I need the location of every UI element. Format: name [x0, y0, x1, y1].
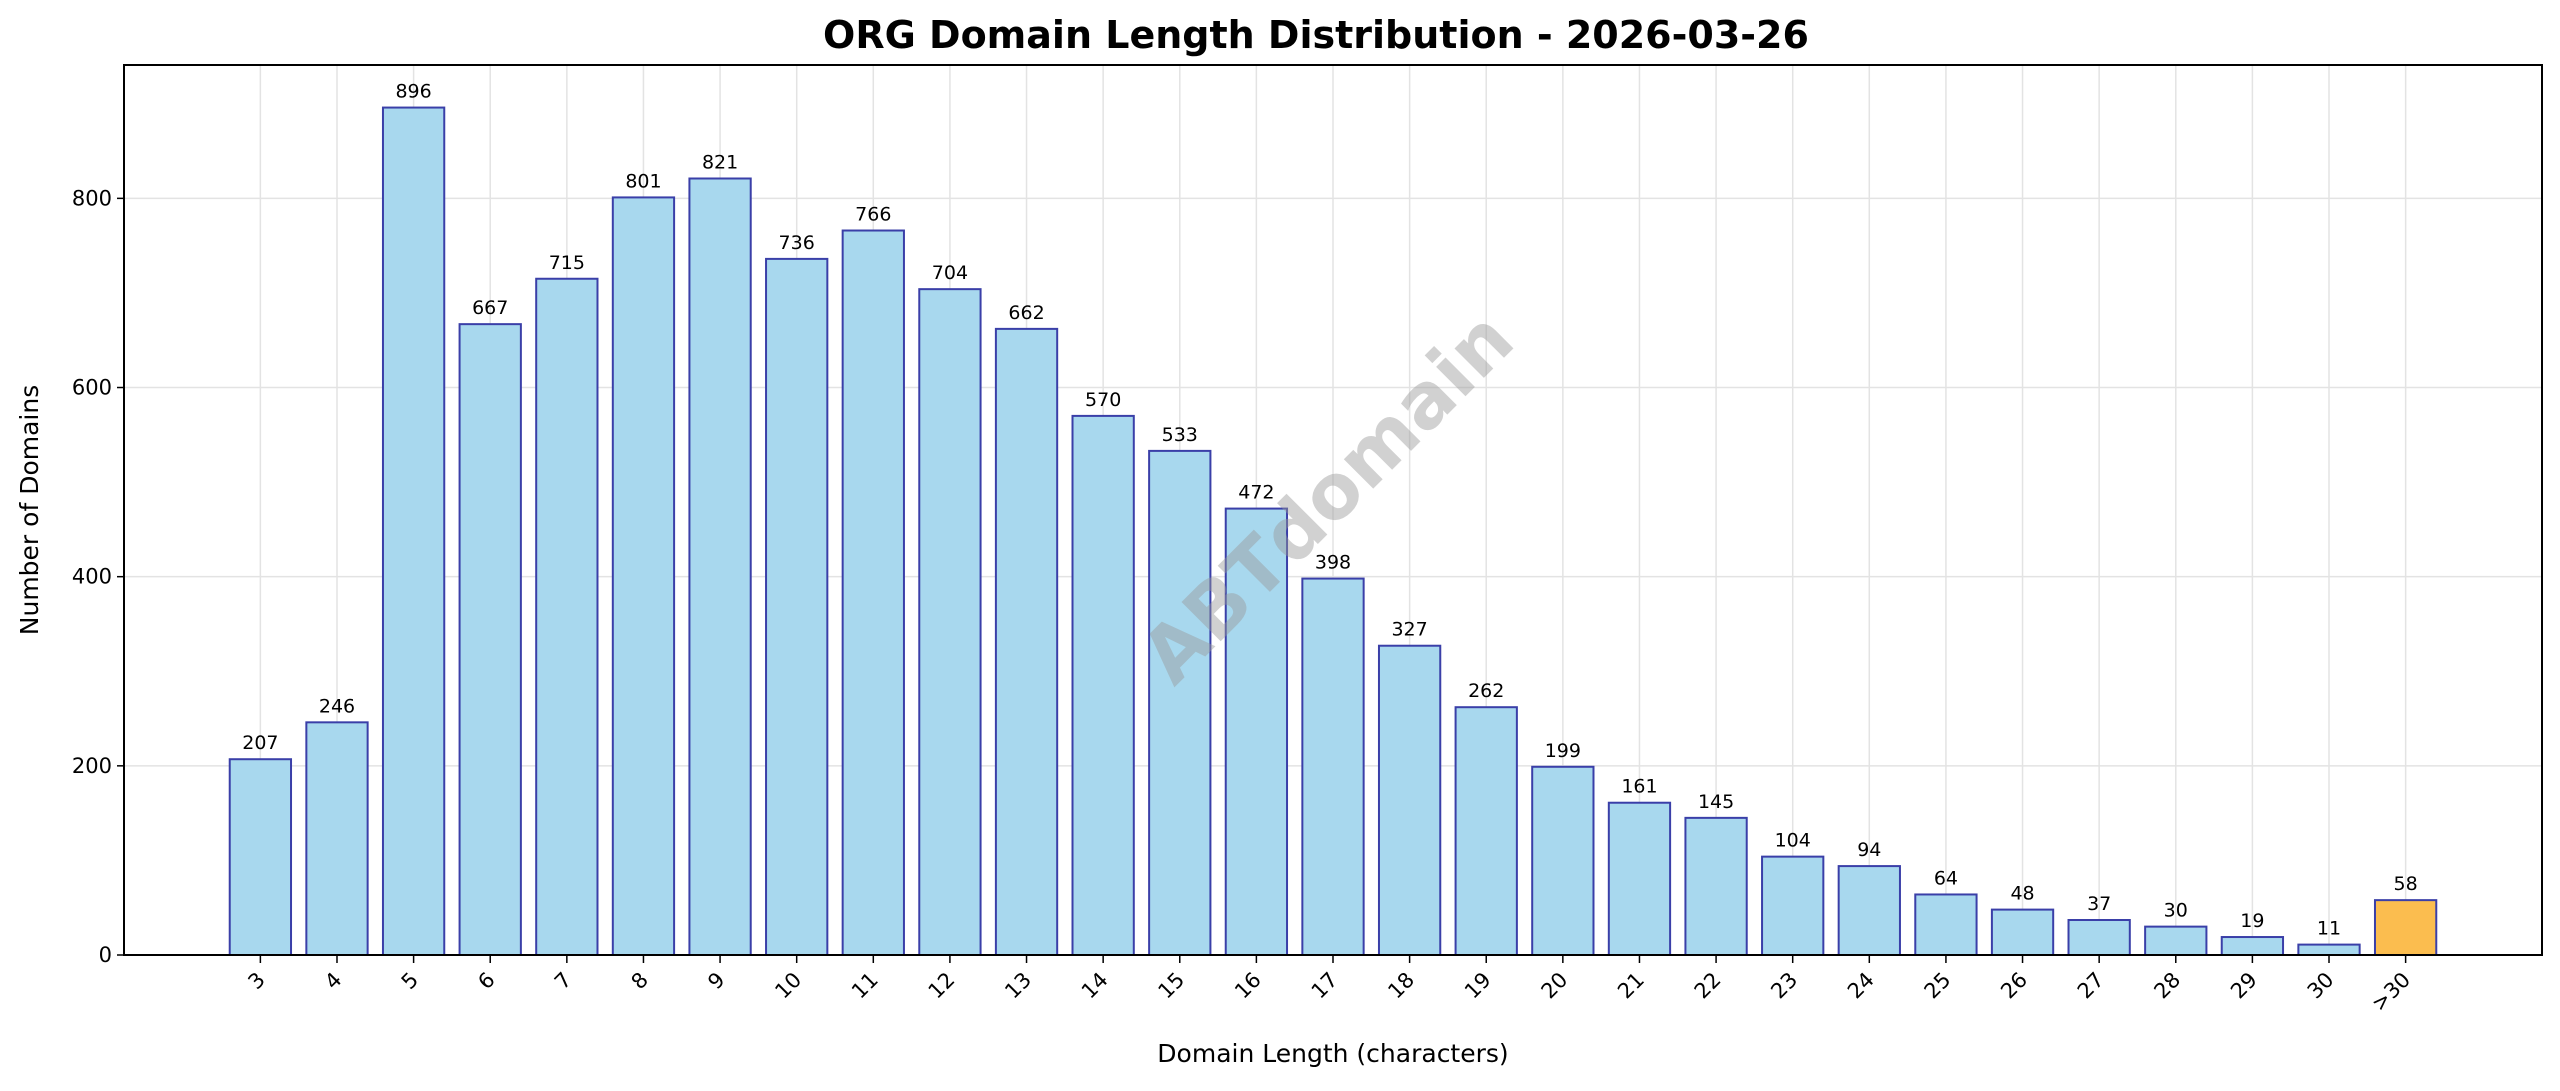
x-tick-label: 19	[1460, 968, 1496, 1004]
value-label: 398	[1315, 552, 1351, 574]
x-axis-ticks: 3 4 5 6 7 8 9 10 11 12 13 14 15 16 17 18 19 20 21 22 23 24 25 2…	[243, 955, 2415, 1016]
x-tick-label: >30	[2367, 968, 2415, 1016]
value-label: 246	[319, 695, 355, 717]
value-label: 472	[1238, 482, 1274, 504]
value-label: 161	[1621, 776, 1657, 798]
x-tick-label: 10	[770, 968, 806, 1004]
value-label: 801	[625, 170, 661, 192]
x-tick-label: 13	[1000, 968, 1036, 1004]
chart-title: ORG Domain Length Distribution - 2026-03…	[823, 13, 1809, 57]
x-tick-label: 26	[1996, 968, 2032, 1004]
x-tick-label: 22	[1690, 968, 1726, 1004]
value-label: 11	[2317, 918, 2341, 940]
x-tick-label: 6	[473, 968, 499, 994]
value-label: 262	[1468, 680, 1504, 702]
x-tick-label: 5	[397, 968, 423, 994]
bar-3	[228, 758, 293, 957]
value-label: 662	[1008, 302, 1044, 324]
value-label: 199	[1545, 740, 1581, 762]
bar-26	[1990, 908, 2055, 957]
value-label: 19	[2240, 910, 2264, 932]
x-tick-label: 27	[2073, 968, 2109, 1004]
bar-29	[2220, 936, 2285, 957]
bar-11	[841, 229, 905, 957]
bar-30	[2297, 943, 2361, 957]
value-label: 715	[549, 252, 585, 274]
x-tick-label: 12	[924, 968, 960, 1004]
bar-9	[688, 177, 752, 956]
bar-8	[611, 196, 676, 956]
bar-13	[994, 327, 1059, 956]
value-label: 896	[395, 81, 431, 103]
value-label: 704	[932, 262, 968, 284]
value-label: 104	[1775, 830, 1811, 852]
x-tick-label: 30	[2303, 968, 2339, 1004]
bar-22	[1684, 816, 1748, 956]
value-label: 533	[1162, 424, 1198, 446]
bar-19	[1454, 706, 1518, 956]
value-label: 736	[779, 232, 815, 254]
y-tick-label: 600	[72, 376, 112, 400]
x-tick-label: 18	[1383, 968, 1419, 1004]
y-tick-label: 400	[72, 565, 112, 589]
bar-23	[1761, 855, 1825, 956]
x-tick-label: 23	[1766, 968, 1802, 1004]
bar-4	[305, 721, 369, 957]
x-tick-label: 3	[243, 968, 269, 994]
bar-28	[2144, 925, 2208, 956]
bar-27	[2067, 919, 2131, 956]
bar-14	[1071, 414, 1135, 957]
y-axis-label: Number of Domains	[15, 385, 44, 635]
x-tick-label: 14	[1077, 968, 1113, 1004]
bar-18	[1377, 644, 1442, 957]
bar-17	[1301, 577, 1365, 956]
value-label: 766	[855, 204, 891, 226]
bar-10	[765, 257, 829, 956]
x-tick-label: 25	[1920, 968, 1956, 1004]
y-tick-label: 200	[72, 754, 112, 778]
bar-24	[1837, 865, 1901, 957]
x-tick-label: 8	[627, 968, 653, 994]
bar-12	[918, 288, 982, 956]
bar-21	[1607, 801, 1672, 956]
x-tick-label: 29	[2226, 968, 2262, 1004]
bar-7	[535, 277, 599, 956]
x-tick-label: 11	[847, 968, 883, 1004]
x-tick-label: 4	[320, 968, 346, 994]
value-label: 64	[1934, 867, 1958, 889]
bar-15	[1148, 449, 1212, 956]
x-tick-label: 7	[550, 968, 576, 994]
y-axis-ticks: 0 200 400 600 800	[72, 186, 124, 967]
value-labels: 207 246 896 667 715 801 821 736 766 704 662 570 533 4…	[242, 81, 2417, 940]
value-label: 30	[2164, 900, 2188, 922]
bar-25	[1914, 893, 1978, 956]
value-label: 145	[1698, 791, 1734, 813]
value-label: 207	[242, 732, 278, 754]
value-label: 821	[702, 151, 738, 173]
x-tick-label: 28	[2149, 968, 2185, 1004]
value-label: 570	[1085, 389, 1121, 411]
value-label: 58	[2394, 873, 2418, 895]
bar-20	[1531, 765, 1595, 956]
x-tick-label: 21	[1613, 968, 1649, 1004]
bar->30	[2373, 899, 2438, 957]
value-label: 48	[2010, 883, 2034, 905]
y-tick-label: 800	[72, 186, 112, 210]
y-tick-label: 0	[99, 943, 112, 967]
x-axis-label: Domain Length (characters)	[1157, 1039, 1508, 1068]
value-label: 667	[472, 297, 508, 319]
x-tick-label: 17	[1307, 968, 1343, 1004]
value-label: 37	[2087, 893, 2111, 915]
bar-5	[381, 106, 446, 957]
x-tick-label: 9	[703, 968, 729, 994]
x-tick-label: 16	[1230, 968, 1266, 1004]
x-tick-label: 20	[1537, 968, 1573, 1004]
x-tick-label: 15	[1153, 968, 1189, 1004]
bar-6	[458, 323, 522, 956]
bar-16	[1224, 507, 1289, 956]
value-label: 327	[1391, 619, 1427, 641]
x-tick-label: 24	[1843, 968, 1879, 1004]
value-label: 94	[1857, 839, 1881, 861]
